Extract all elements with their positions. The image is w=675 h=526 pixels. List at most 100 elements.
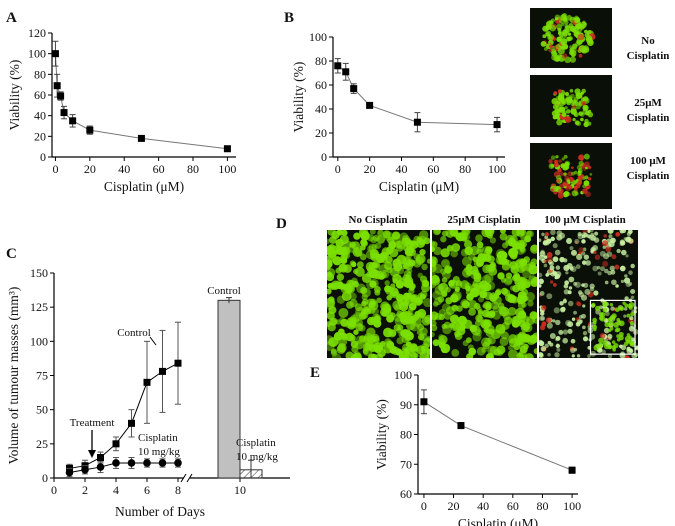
data-point — [568, 466, 576, 474]
cell — [625, 254, 629, 258]
cell — [567, 300, 574, 307]
cell — [598, 337, 604, 344]
cell — [577, 180, 583, 186]
cell — [451, 292, 461, 302]
data-point — [174, 459, 182, 467]
cell — [380, 272, 387, 279]
cell — [384, 338, 392, 346]
cell — [604, 318, 609, 323]
cell — [405, 315, 414, 325]
cell — [488, 328, 495, 335]
cell — [406, 271, 412, 278]
x-tick-label: 0 — [335, 162, 341, 176]
cell — [393, 324, 401, 332]
cell — [624, 296, 629, 301]
cell — [527, 300, 534, 307]
cell — [525, 230, 533, 238]
cell — [356, 283, 366, 294]
cell — [559, 306, 566, 313]
cell — [371, 353, 378, 358]
cell — [507, 294, 517, 304]
cell — [499, 232, 508, 241]
cell — [557, 94, 565, 102]
cell — [566, 237, 573, 244]
x-tick-label: 80 — [459, 162, 471, 176]
cell — [474, 320, 482, 327]
cell — [369, 280, 377, 288]
cell — [608, 344, 613, 349]
x-tick-label: 60 — [427, 162, 439, 176]
cell — [581, 283, 585, 287]
cell — [555, 271, 562, 278]
cell — [403, 348, 410, 355]
cell — [327, 238, 330, 245]
cell — [420, 275, 428, 283]
cell — [539, 278, 544, 285]
y-tick-label: 120 — [28, 26, 46, 40]
cell — [509, 251, 518, 260]
cell — [573, 186, 578, 190]
data-point — [413, 118, 421, 126]
y-tick-label: 75 — [36, 369, 48, 383]
cell — [369, 230, 376, 235]
cell — [384, 280, 390, 286]
cell — [432, 339, 440, 347]
cell — [575, 41, 581, 47]
cell — [556, 119, 563, 126]
x-tick-label: 100 — [563, 499, 581, 513]
cell — [568, 185, 573, 190]
cell — [489, 345, 500, 356]
data-point — [96, 463, 105, 471]
cell — [563, 154, 568, 159]
cell — [569, 56, 577, 63]
cell — [551, 54, 558, 61]
cell — [350, 337, 356, 344]
cell — [564, 280, 570, 286]
cell — [476, 241, 484, 249]
data-point — [86, 126, 94, 134]
micrograph-cells — [432, 230, 537, 358]
micrograph-b-label-1-line-1: No — [641, 35, 655, 47]
cell — [390, 283, 396, 289]
cell — [396, 310, 404, 318]
cell — [572, 117, 576, 122]
cell — [573, 170, 578, 175]
micrograph-d-100um-cisplatin — [539, 230, 638, 358]
x-tick-label: 4 — [113, 483, 119, 497]
cell — [520, 265, 527, 272]
cell — [609, 265, 615, 271]
micrograph-b-label-1-line-2: Cisplatin — [627, 50, 670, 62]
cell — [539, 352, 544, 358]
cell — [464, 240, 473, 249]
data-point — [128, 419, 135, 427]
cell — [419, 333, 428, 342]
y-tick-label: 0 — [321, 150, 327, 164]
treatment-label: Treatment — [70, 417, 115, 429]
cell — [609, 302, 614, 307]
x-tick-label: 80 — [187, 162, 199, 176]
cell — [455, 280, 463, 287]
cell — [554, 14, 561, 21]
cell — [613, 342, 619, 349]
cell — [626, 313, 631, 318]
cell — [580, 117, 584, 122]
cell — [619, 230, 625, 233]
y-tick-label: 80 — [34, 67, 46, 81]
cell — [565, 319, 572, 327]
cell — [451, 243, 461, 252]
cell — [628, 281, 633, 286]
cell — [570, 249, 577, 256]
cell — [399, 317, 406, 324]
cell — [413, 253, 421, 261]
cell — [576, 301, 582, 307]
x-tick-label: 20 — [364, 162, 376, 176]
cell — [611, 340, 616, 344]
cell — [355, 323, 364, 332]
cell — [597, 271, 602, 276]
cell — [500, 230, 506, 234]
cell — [601, 240, 609, 247]
cell — [424, 314, 430, 324]
x-tick-label: 20 — [448, 499, 460, 513]
cell — [574, 240, 578, 245]
cell — [485, 264, 493, 272]
